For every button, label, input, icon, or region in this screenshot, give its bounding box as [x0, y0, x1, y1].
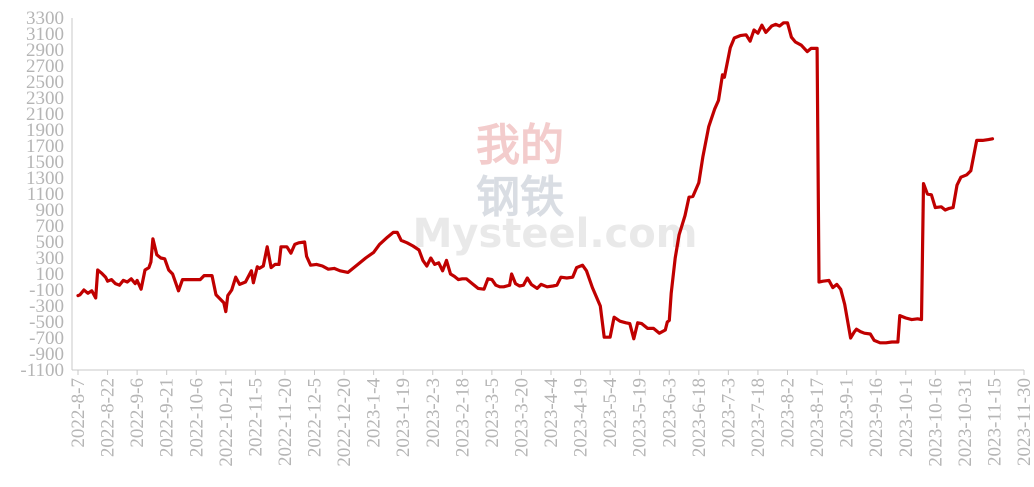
y-tick-label: -100	[29, 280, 64, 301]
x-tick-label: 2023-8-2	[778, 378, 799, 448]
y-tick-label: 100	[36, 264, 65, 285]
x-tick-label: 2023-9-1	[837, 378, 858, 448]
y-tick-label: 2700	[26, 56, 64, 77]
y-tick-label: -1100	[20, 360, 64, 381]
x-tick-label: 2023-10-31	[955, 378, 976, 467]
watermark: 我的 钢铁 Mysteel.com	[413, 120, 698, 257]
y-tick-label: 1900	[26, 120, 64, 141]
y-tick-label: 3100	[26, 24, 64, 45]
x-tick-label: 2022-9-21	[157, 378, 178, 457]
series-group	[76, 21, 995, 345]
x-tick-label: 2022-8-7	[68, 378, 89, 448]
x-tick-label: 2023-11-30	[1014, 378, 1034, 466]
x-axis-ticks: 2022-8-7 2022-8-22 2022-9-6 2022-9-21 2022-1…	[68, 370, 1034, 467]
y-tick-label: -900	[29, 344, 64, 365]
x-tick-label: 2023-4-19	[571, 378, 592, 457]
x-tick-label: 2022-8-22	[98, 378, 119, 457]
y-tick-label: 900	[36, 200, 65, 221]
y-tick-label: 3300	[26, 8, 64, 29]
y-tick-label: -300	[29, 296, 64, 317]
x-tick-label: 2023-2-3	[423, 378, 444, 448]
y-tick-label: 2900	[26, 40, 64, 61]
x-tick-label: 2022-10-21	[216, 378, 237, 467]
x-tick-label: 2023-4-4	[541, 378, 562, 448]
x-tick-label: 2023-11-15	[984, 378, 1005, 466]
y-tick-label: 1300	[26, 168, 64, 189]
y-tick-label: 700	[36, 216, 65, 237]
y-axis-ticks: 3300310029002700250023002100190017001500…	[20, 8, 64, 381]
x-tick-label: 2023-1-19	[393, 378, 414, 457]
x-tick-label: 2022-12-20	[334, 378, 355, 467]
x-tick-label: 2022-11-20	[275, 378, 296, 466]
x-tick-label: 2023-6-3	[659, 378, 680, 448]
y-tick-label: 300	[36, 248, 65, 269]
x-tick-label: 2023-5-4	[600, 378, 621, 448]
y-tick-label: 500	[36, 232, 65, 253]
y-tick-label: 1500	[26, 152, 64, 173]
x-tick-label: 2022-10-6	[186, 378, 207, 457]
x-tick-label: 2022-9-6	[127, 378, 148, 448]
y-tick-label: 2100	[26, 104, 64, 125]
x-tick-label: 2023-1-4	[364, 378, 385, 448]
x-tick-label: 2023-2-18	[452, 378, 473, 457]
watermark-cn-bottom: 钢铁	[476, 172, 564, 223]
x-tick-label: 2023-6-18	[689, 378, 710, 457]
x-tick-label: 2023-3-5	[482, 378, 503, 448]
y-tick-label: 1100	[27, 184, 64, 205]
x-tick-label: 2023-10-1	[896, 378, 917, 457]
x-tick-label: 2023-5-19	[630, 378, 651, 457]
y-tick-label: -700	[29, 328, 64, 349]
x-tick-label: 2022-11-5	[245, 378, 266, 456]
x-tick-label: 2023-9-16	[866, 378, 887, 457]
watermark-cn-top: 我的	[476, 120, 564, 171]
x-tick-label: 2023-7-3	[718, 378, 739, 448]
y-tick-label: 1700	[26, 136, 64, 157]
y-tick-label: 2500	[26, 72, 64, 93]
y-tick-label: 2300	[26, 88, 64, 109]
x-tick-label: 2023-3-20	[511, 378, 532, 457]
x-tick-label: 2023-10-16	[925, 378, 946, 467]
y-tick-label: -500	[29, 312, 64, 333]
x-tick-label: 2022-12-5	[305, 378, 326, 457]
watermark-en: Mysteel.com	[413, 211, 698, 257]
x-tick-label: 2023-8-17	[807, 378, 828, 457]
x-tick-label: 2023-7-18	[748, 378, 769, 457]
